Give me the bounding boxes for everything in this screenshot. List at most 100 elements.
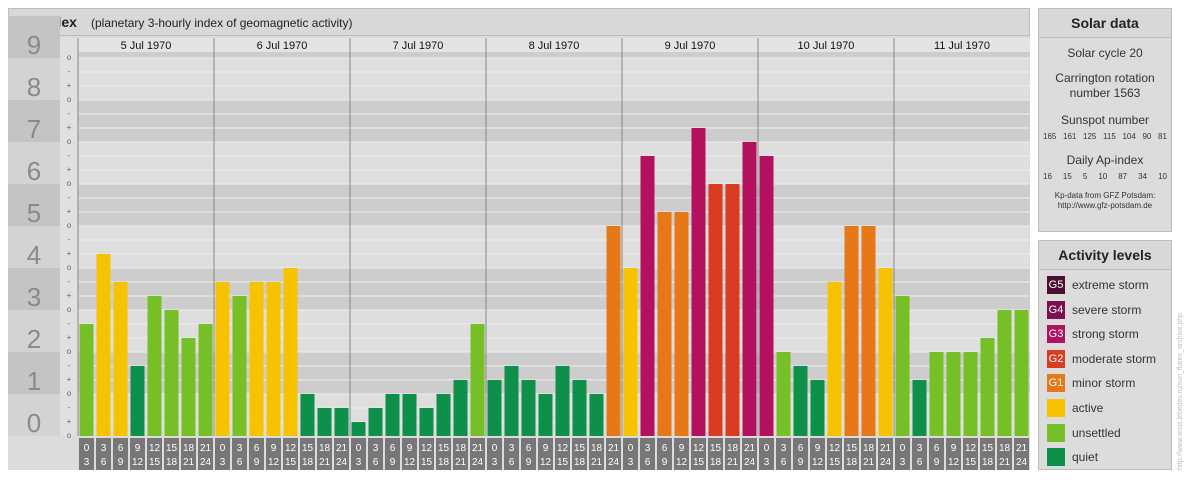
interval-start-label: 3	[373, 443, 379, 454]
legend-label: severe storm	[1072, 302, 1142, 317]
interval-box	[674, 438, 689, 470]
interval-end-label: 21	[455, 457, 467, 468]
interval-start-label: 21	[336, 443, 348, 454]
interval-start-label: 9	[815, 443, 821, 454]
y-tick-label: 8	[27, 72, 41, 102]
interval-box	[538, 438, 553, 470]
interval-box	[351, 438, 366, 470]
interval-box	[283, 438, 298, 470]
kp-bar	[878, 268, 893, 436]
plot-band-9	[78, 52, 1030, 58]
interval-box	[130, 438, 145, 470]
minor-tick-label: o	[67, 95, 72, 104]
kp-bar	[164, 310, 179, 436]
chart-subtitle: (planetary 3-hourly index of geomagnetic…	[91, 16, 353, 30]
minor-tick-label: +	[67, 81, 72, 90]
kp-bar	[1014, 310, 1029, 436]
interval-end-label: 3	[84, 457, 90, 468]
kp-bar	[623, 268, 638, 436]
interval-end-label: 12	[676, 457, 688, 468]
interval-start-label: 21	[744, 443, 756, 454]
interval-start-label: 12	[693, 443, 705, 454]
kp-bar	[674, 212, 689, 436]
interval-box	[980, 438, 995, 470]
interval-end-label: 9	[254, 457, 260, 468]
kp-bar	[419, 407, 434, 436]
y-tick-label: 5	[27, 198, 41, 228]
interval-box	[368, 438, 383, 470]
kp-bar-chart: 0123456789o+-o+-o+-o+-o+-o+-o+-o+-o+-o5 …	[8, 16, 1030, 470]
interval-box	[657, 438, 672, 470]
kp-bar	[215, 281, 230, 436]
kp-bar	[861, 226, 876, 436]
legend-item: unsettled	[1047, 423, 1121, 443]
legend-item: G4 severe storm	[1047, 300, 1141, 320]
kp-bar	[640, 155, 655, 436]
interval-end-label: 15	[829, 457, 841, 468]
interval-end-label: 12	[812, 457, 824, 468]
interval-start-label: 21	[880, 443, 892, 454]
interval-end-label: 21	[183, 457, 195, 468]
kp-bar	[810, 380, 825, 436]
kp-bar	[776, 352, 791, 436]
ap-index-value: 5	[1082, 172, 1088, 181]
interval-start-label: 0	[492, 443, 498, 454]
interval-end-label: 6	[509, 457, 515, 468]
interval-end-label: 21	[727, 457, 739, 468]
day-label: 5 Jul 1970	[121, 40, 172, 52]
interval-end-label: 15	[421, 457, 433, 468]
interval-end-label: 9	[118, 457, 124, 468]
interval-box	[555, 438, 570, 470]
kp-bar	[708, 184, 723, 436]
y-band-8	[8, 58, 60, 100]
interval-end-label: 12	[268, 457, 280, 468]
interval-box	[1014, 438, 1029, 470]
kp-bar	[402, 394, 417, 436]
interval-start-label: 12	[829, 443, 841, 454]
y-tick-label: 4	[27, 240, 41, 270]
kp-bar	[895, 296, 910, 436]
interval-start-label: 0	[900, 443, 906, 454]
kp-bar	[827, 281, 842, 436]
legend-swatch: G1	[1047, 374, 1065, 393]
interval-box	[215, 438, 230, 470]
minor-tick-label: -	[68, 319, 71, 328]
interval-box	[402, 438, 417, 470]
interval-end-label: 24	[336, 457, 348, 468]
interval-start-label: 21	[472, 443, 484, 454]
legend-item: G1 minor storm	[1047, 373, 1135, 393]
kp-bar	[589, 394, 604, 436]
kp-bar	[912, 380, 927, 436]
kp-bar	[929, 352, 944, 436]
interval-start-label: 3	[101, 443, 107, 454]
interval-start-label: 15	[574, 443, 586, 454]
interval-end-label: 6	[373, 457, 379, 468]
interval-end-label: 15	[149, 457, 161, 468]
interval-start-label: 9	[951, 443, 957, 454]
interval-end-label: 9	[798, 457, 804, 468]
legend-item: G2 moderate storm	[1047, 349, 1156, 369]
kp-bar	[130, 365, 145, 436]
interval-start-label: 15	[438, 443, 450, 454]
sunspot-values: 165 161 125 115 104 90 81	[1039, 132, 1171, 141]
interval-box	[504, 438, 519, 470]
interval-box	[623, 438, 638, 470]
interval-box	[793, 438, 808, 470]
watermark-text: http://www.tesis.lebedev.ru/sun_flares_a…	[1177, 312, 1184, 470]
plot-band-5	[78, 184, 1030, 226]
interval-box	[436, 438, 451, 470]
kp-bar	[997, 310, 1012, 436]
legend-item: G3 strong storm	[1047, 324, 1139, 344]
chart-header: Kp-index (planetary 3-hourly index of ge…	[8, 8, 1030, 36]
interval-box	[572, 438, 587, 470]
y-tick-label: 2	[27, 324, 41, 354]
interval-start-label: 6	[662, 443, 668, 454]
y-band-9	[8, 16, 60, 58]
interval-box	[776, 438, 791, 470]
interval-start-label: 15	[710, 443, 722, 454]
kp-bar	[453, 380, 468, 436]
interval-box	[334, 438, 349, 470]
y-band-6	[8, 142, 60, 184]
solar-data-panel: Solar data Solar cycle 20 Carrington rot…	[1038, 8, 1172, 232]
minor-tick-label: -	[68, 403, 71, 412]
